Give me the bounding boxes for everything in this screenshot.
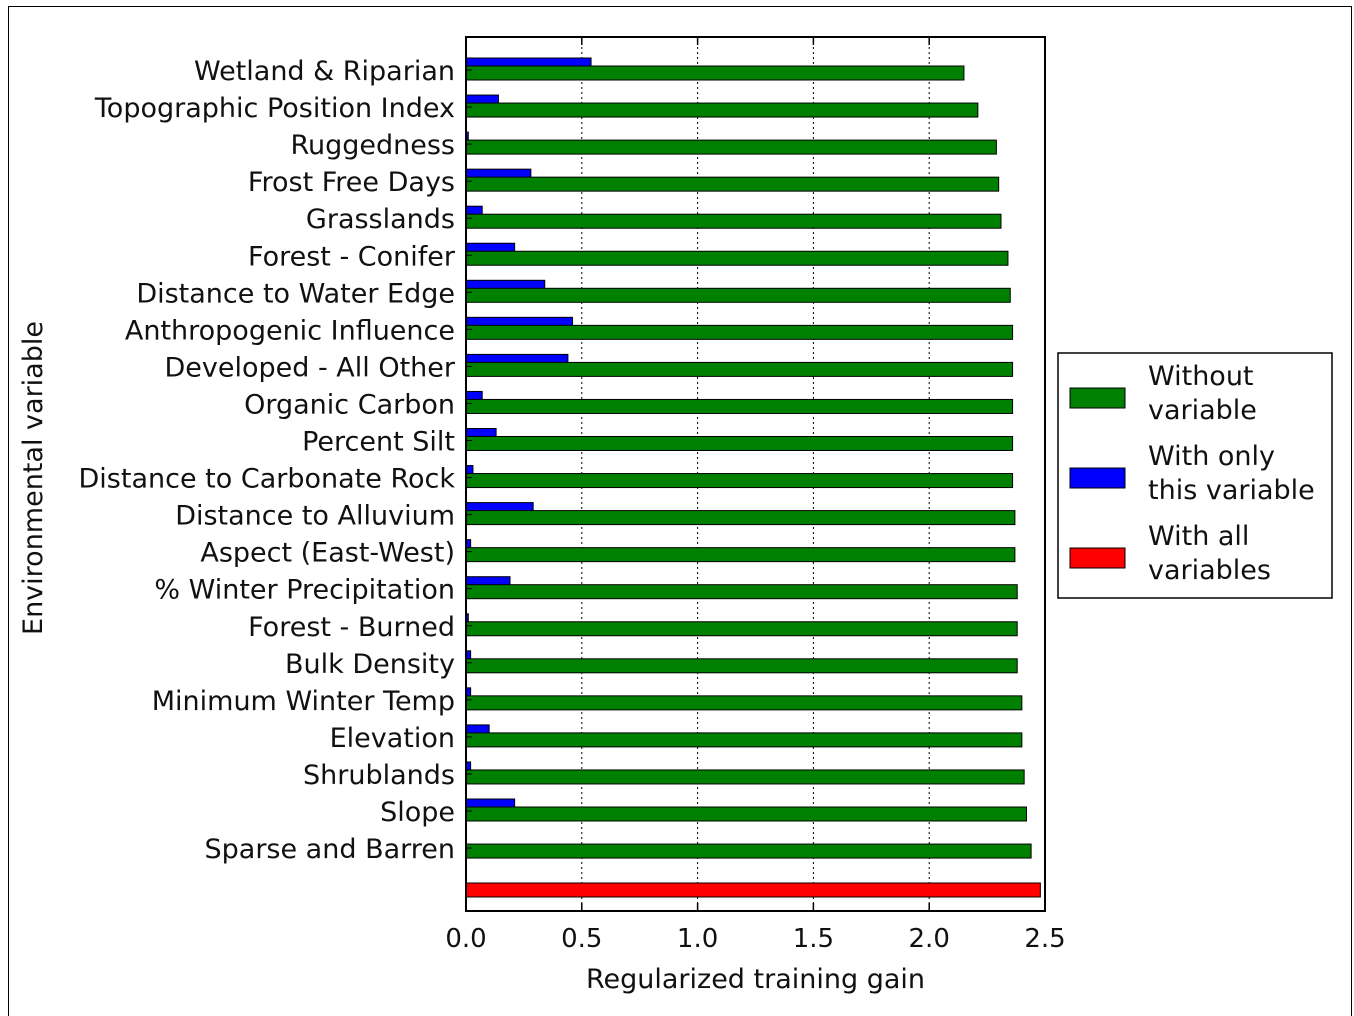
x-tick-label: 2.5: [1024, 924, 1065, 954]
bar-without-variable: [465, 65, 965, 81]
bar-without-variable: [465, 139, 997, 155]
x-tick-label: 0.0: [445, 924, 486, 954]
y-tick-label: Forest - Burned: [248, 612, 455, 643]
legend-label: variable: [1148, 395, 1257, 426]
bar-without-variable: [465, 658, 1018, 674]
x-tick-label: 0.5: [561, 924, 602, 954]
bar-without-variable: [465, 213, 1002, 229]
bar-without-variable: [465, 324, 1014, 340]
bar-without-variable: [465, 547, 1016, 563]
bar-without-variable: [465, 361, 1014, 377]
y-tick-label: Percent Silt: [302, 427, 455, 458]
legend-label: Without: [1148, 361, 1254, 392]
bar-without-variable: [465, 510, 1016, 526]
bar-without-variable: [465, 398, 1014, 414]
y-tick-label: Forest - Conifer: [248, 241, 456, 272]
y-tick-label: Bulk Density: [285, 649, 455, 680]
x-tick-label: 2.0: [909, 924, 950, 954]
legend-swatch: [1069, 547, 1126, 569]
y-tick-label: Slope: [380, 797, 455, 828]
legend-label: With only: [1148, 441, 1275, 472]
y-tick-label: Developed - All Other: [164, 352, 455, 383]
y-tick-label: Anthropogenic Influence: [125, 315, 455, 346]
plot-area: [465, 36, 1046, 912]
bar-without-variable: [465, 732, 1023, 748]
axis-labels: 0.0 0.5 1.0 1.5 2.0 2.5 Wetland & Riparian Topo…: [79, 56, 1066, 954]
bar-without-variable: [465, 843, 1032, 859]
y-tick-label: Aspect (East-West): [200, 538, 455, 569]
bar-without-variable: [465, 436, 1014, 451]
legend-swatch: [1069, 467, 1126, 489]
axis-ticks: [465, 37, 1046, 911]
y-tick-label: % Winter Precipitation: [154, 575, 455, 606]
y-tick-label: Organic Carbon: [244, 389, 455, 420]
x-tick-label: 1.5: [793, 924, 834, 954]
legend-swatch: [1069, 387, 1126, 409]
y-tick-label: Shrublands: [303, 760, 455, 791]
y-tick-label: Grasslands: [306, 204, 455, 235]
bar-without-variable: [465, 176, 1000, 192]
bar-without-variable: [465, 584, 1018, 600]
legend-label: this variable: [1148, 475, 1315, 506]
legend-label: With all: [1148, 521, 1249, 552]
y-tick-label: Sparse and Barren: [205, 834, 456, 865]
bar-without-variable: [465, 473, 1014, 489]
legend-label: variables: [1148, 555, 1271, 586]
bar-without-variable: [465, 250, 1009, 266]
figure-frame: [8, 6, 1352, 1016]
y-tick-label: Distance to Carbonate Rock: [79, 464, 456, 495]
y-tick-label: Minimum Winter Temp: [152, 686, 455, 717]
y-tick-label: Distance to Alluvium: [175, 501, 455, 532]
bar-without-variable: [465, 621, 1018, 637]
bar-without-variable: [465, 769, 1025, 785]
bar-without-variable: [465, 806, 1027, 822]
x-tick-label: 1.0: [677, 924, 718, 954]
y-tick-label: Ruggedness: [290, 130, 455, 161]
bar-with-all-variables: [465, 882, 1041, 898]
y-tick-label: Frost Free Days: [248, 167, 455, 198]
bars: [465, 57, 1041, 898]
y-tick-label: Topographic Position Index: [94, 93, 455, 124]
y-tick-label: Distance to Water Edge: [136, 278, 455, 309]
y-axis-label: Environmental variable: [18, 321, 49, 635]
x-axis-label: Regularized training gain: [586, 964, 925, 995]
bar-without-variable: [465, 695, 1023, 711]
y-tick-label: Wetland & Riparian: [194, 56, 455, 87]
y-tick-label: Elevation: [330, 723, 455, 754]
bar-without-variable: [465, 102, 979, 118]
bar-without-variable: [465, 287, 1011, 303]
